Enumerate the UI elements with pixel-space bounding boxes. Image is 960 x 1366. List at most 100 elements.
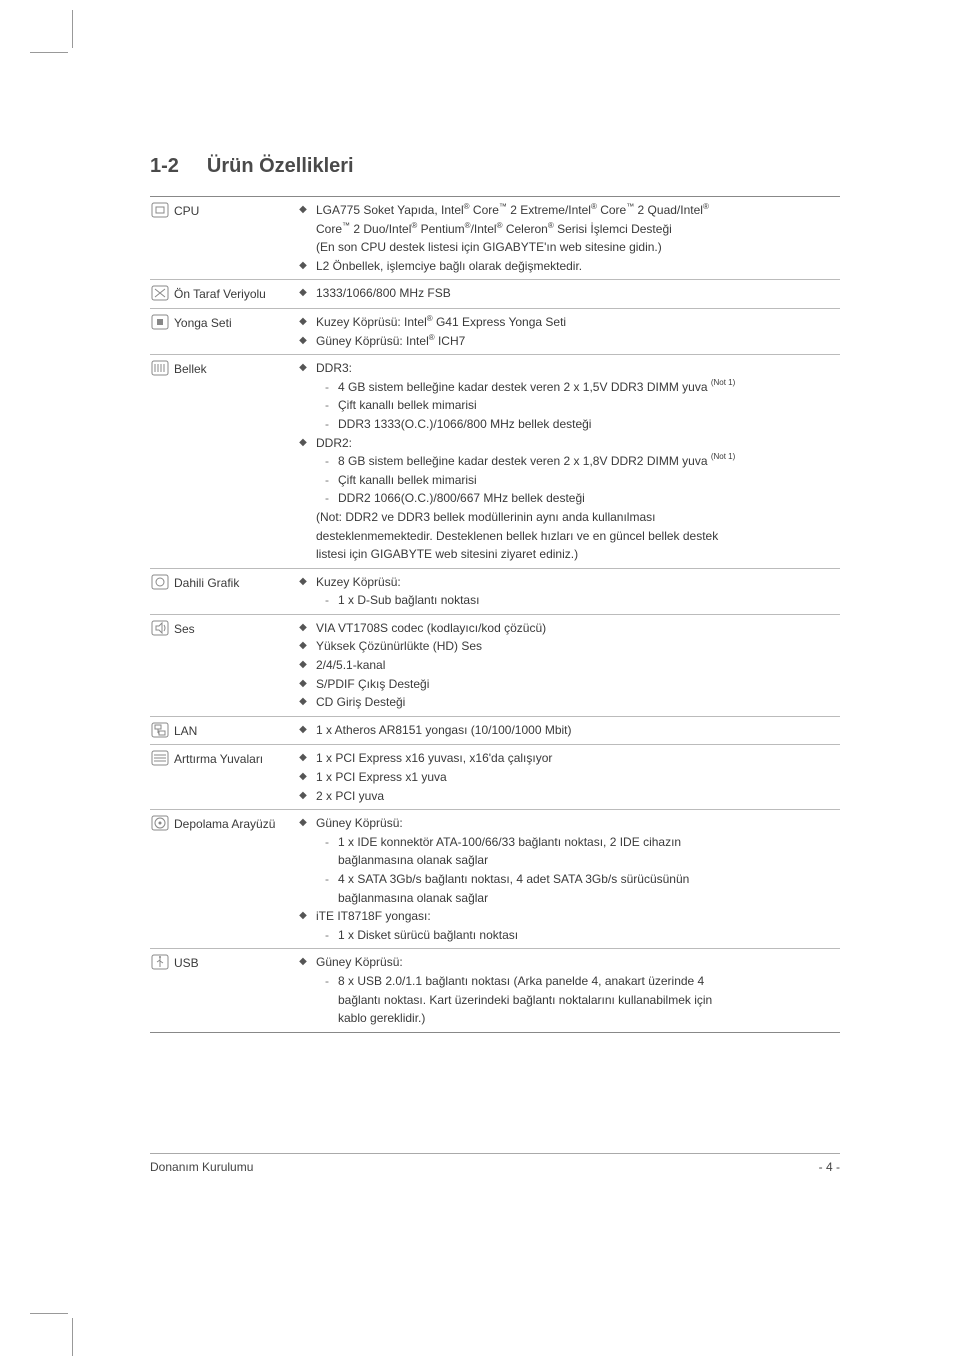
line-text: (Not: DDR2 ve DDR3 bellek modüllerinin a…	[290, 508, 840, 527]
spec-label-text: Depolama Arayüzü	[174, 814, 275, 834]
spec-label-text: CPU	[174, 201, 199, 221]
fsb-icon	[150, 284, 170, 302]
memory-icon	[150, 359, 170, 377]
line-text: listesi için GIGABYTE web sitesini ziyar…	[290, 545, 840, 564]
line-text: Core™ 2 Duo/Intel® Pentium®/Intel® Celer…	[290, 220, 840, 239]
spec-label: Bellek	[150, 355, 290, 568]
line-text: 4 x SATA 3Gb/s bağlantı noktası, 4 adet …	[338, 870, 840, 889]
line-text: CD Giriş Desteği	[316, 693, 840, 712]
bullet-icon: ◆	[290, 787, 316, 806]
spec-content: ◆VIA VT1708S codec (kodlayıcı/kod çözücü…	[290, 615, 840, 716]
spec-content: ◆1333/1066/800 MHz FSB	[290, 280, 840, 308]
bullet-icon: ◆	[290, 284, 316, 303]
line-text: bağlanmasına olanak sağlar	[338, 889, 840, 908]
dash-icon: -	[316, 415, 338, 434]
line-text: Güney Köprüsü: Intel® ICH7	[316, 332, 840, 351]
bullet-icon: ◆	[290, 675, 316, 694]
line-text: kablo gereklidir.)	[338, 1009, 840, 1028]
spec-label-text: Yonga Seti	[174, 313, 232, 333]
dash-icon: -	[316, 833, 338, 852]
section-heading: 1-2 Ürün Özellikleri	[150, 155, 840, 178]
dash-icon: -	[316, 378, 338, 397]
line-text: Güney Köprüsü:	[316, 953, 840, 972]
bullet-icon: ◆	[290, 201, 316, 220]
line-text: iTE IT8718F yongası:	[316, 907, 840, 926]
page: 1-2 Ürün Özellikleri CPU ◆LGA775 Soket Yap…	[0, 0, 960, 1234]
spec-content: ◆1 x Atheros AR8151 yongası (10/100/1000…	[290, 717, 840, 745]
bullet-icon: ◆	[290, 257, 316, 276]
heading-title: Ürün Özellikleri	[207, 155, 354, 177]
line-text: 8 GB sistem belleğine kadar destek veren…	[338, 452, 840, 471]
spec-content: ◆Kuzey Köprüsü: Intel® G41 Express Yonga…	[290, 309, 840, 354]
line-text: desteklenmemektedir. Desteklenen bellek …	[290, 527, 840, 546]
line-text: 1 x Disket sürücü bağlantı noktası	[338, 926, 840, 945]
bullet-icon: ◆	[290, 637, 316, 656]
dash-icon: -	[316, 489, 338, 508]
spec-content: ◆DDR3:-4 GB sistem belleğine kadar deste…	[290, 355, 840, 568]
line-text: 1 x PCI Express x1 yuva	[316, 768, 840, 787]
bullet-icon: ◆	[290, 359, 316, 378]
lan-icon	[150, 721, 170, 739]
line-text: 2 x PCI yuva	[316, 787, 840, 806]
bullet-icon: ◆	[290, 768, 316, 787]
bullet-icon: ◆	[290, 721, 316, 740]
bullet-icon: ◆	[290, 619, 316, 638]
spec-row: Depolama Arayüzü◆Güney Köprüsü:-1 x IDE …	[150, 810, 840, 949]
bullet-icon: ◆	[290, 434, 316, 453]
line-text: bağlanmasına olanak sağlar	[338, 851, 840, 870]
line-text: 1 x PCI Express x16 yuvası, x16'da çalış…	[316, 749, 840, 768]
bullet-icon: ◆	[290, 814, 316, 833]
spec-label: Ses	[150, 615, 290, 716]
footer-left: Donanım Kurulumu	[150, 1160, 253, 1174]
slot-icon	[150, 749, 170, 767]
spec-label-text: Dahili Grafik	[174, 573, 239, 593]
dash-icon: -	[316, 972, 338, 991]
spec-row: CPU ◆LGA775 Soket Yapıda, Intel® Core™ 2 …	[150, 197, 840, 280]
spec-label-text: Ön Taraf Veriyolu	[174, 284, 266, 304]
line-text: 1 x Atheros AR8151 yongası (10/100/1000 …	[316, 721, 840, 740]
usb-icon	[150, 953, 170, 971]
line-text: 4 GB sistem belleğine kadar destek veren…	[338, 378, 840, 397]
spec-row: USB ◆Güney Köprüsü:-8 x USB 2.0/1.1 bağla…	[150, 949, 840, 1031]
line-text: Yüksek Çözünürlükte (HD) Ses	[316, 637, 840, 656]
line-text: Çift kanallı bellek mimarisi	[338, 396, 840, 415]
spec-label: USB	[150, 949, 290, 1031]
spec-label: LAN	[150, 717, 290, 745]
spec-label: Arttırma Yuvaları	[150, 745, 290, 809]
spec-label: Yonga Seti	[150, 309, 290, 354]
line-text: Kuzey Köprüsü:	[316, 573, 840, 592]
line-text: DDR3:	[316, 359, 840, 378]
audio-icon	[150, 619, 170, 637]
line-text: VIA VT1708S codec (kodlayıcı/kod çözücü)	[316, 619, 840, 638]
spec-label: Depolama Arayüzü	[150, 810, 290, 948]
spec-table: CPU ◆LGA775 Soket Yapıda, Intel® Core™ 2 …	[150, 196, 840, 1033]
chipset-icon	[150, 313, 170, 331]
bullet-icon: ◆	[290, 313, 316, 332]
spec-content: ◆Güney Köprüsü:-8 x USB 2.0/1.1 bağlantı…	[290, 949, 840, 1031]
line-text: (En son CPU destek listesi için GIGABYTE…	[290, 238, 840, 257]
cpu-icon	[150, 201, 170, 219]
line-text: DDR3 1333(O.C.)/1066/800 MHz bellek dest…	[338, 415, 840, 434]
bullet-icon: ◆	[290, 656, 316, 675]
spec-content: ◆1 x PCI Express x16 yuvası, x16'da çalı…	[290, 745, 840, 809]
line-text: DDR2 1066(O.C.)/800/667 MHz bellek deste…	[338, 489, 840, 508]
page-footer: Donanım Kurulumu - 4 -	[150, 1153, 840, 1174]
line-text: 8 x USB 2.0/1.1 bağlantı noktası (Arka p…	[338, 972, 840, 991]
line-text: 1333/1066/800 MHz FSB	[316, 284, 840, 303]
spec-row: Bellek◆DDR3:-4 GB sistem belleğine kadar…	[150, 355, 840, 569]
gfx-icon	[150, 573, 170, 591]
spec-label-text: USB	[174, 953, 199, 973]
footer-right: - 4 -	[819, 1160, 840, 1174]
heading-number: 1-2	[150, 155, 179, 178]
line-text: DDR2:	[316, 434, 840, 453]
spec-label: CPU	[150, 197, 290, 279]
line-text: S/PDIF Çıkış Desteği	[316, 675, 840, 694]
storage-icon	[150, 814, 170, 832]
spec-content: ◆LGA775 Soket Yapıda, Intel® Core™ 2 Ext…	[290, 197, 840, 279]
spec-label-text: Bellek	[174, 359, 207, 379]
spec-row: Dahili Grafik◆Kuzey Köprüsü:-1 x D-Sub b…	[150, 569, 840, 615]
spec-label: Dahili Grafik	[150, 569, 290, 614]
spec-label: Ön Taraf Veriyolu	[150, 280, 290, 308]
spec-label-text: Ses	[174, 619, 195, 639]
bullet-icon: ◆	[290, 332, 316, 351]
